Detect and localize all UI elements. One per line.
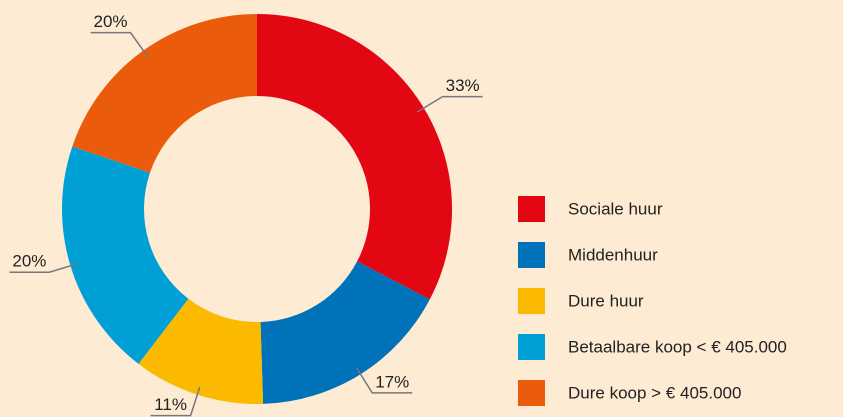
legend-swatch <box>518 196 545 222</box>
slice <box>260 261 430 404</box>
legend-swatch <box>518 334 545 360</box>
leader-line <box>416 95 483 113</box>
leader-line <box>150 386 201 417</box>
leader-line <box>90 31 149 58</box>
data-label: 17% <box>375 372 409 391</box>
slice <box>138 298 264 404</box>
legend-swatch <box>518 242 545 268</box>
slice <box>257 14 452 300</box>
legend-label: Dure koop > € 405.000 <box>568 383 741 402</box>
legend-label: Dure huur <box>568 291 644 310</box>
legend-label: Betaalbare koop < € 405.000 <box>568 337 787 356</box>
slice <box>72 14 257 173</box>
legend-swatch <box>518 380 545 406</box>
data-label: 20% <box>12 252 46 271</box>
leader-line <box>355 367 413 394</box>
legend-label: Sociale huur <box>568 199 663 218</box>
legend-label: Middenhuur <box>568 245 658 264</box>
leader-line <box>9 262 79 273</box>
legend-swatch <box>518 288 545 314</box>
data-label: 33% <box>446 76 480 95</box>
data-label: 20% <box>94 12 128 31</box>
slice <box>61 146 189 364</box>
data-label: 11% <box>154 395 187 414</box>
